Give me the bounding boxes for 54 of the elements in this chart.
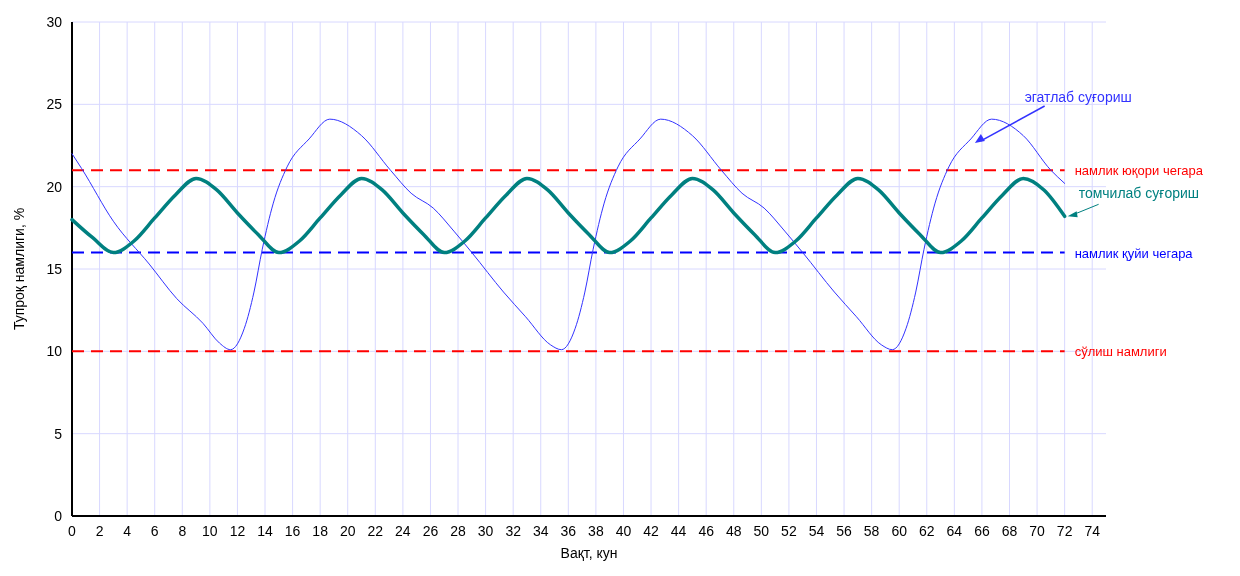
x-tick-label: 48 xyxy=(725,523,742,539)
ref-line-label: намлик қуйи чегара xyxy=(1074,245,1194,261)
y-axis-title: Тупроқ намлиги, % xyxy=(11,207,27,331)
x-tick-label: 46 xyxy=(698,523,715,539)
x-tick-label: 32 xyxy=(505,523,522,539)
y-tick-label: 20 xyxy=(46,178,63,195)
x-tick-label: 22 xyxy=(367,523,384,539)
ref-line-label: сўлиш намлиги xyxy=(1074,344,1167,360)
x-tick-label: 4 xyxy=(123,523,132,539)
line-series xyxy=(71,118,1066,351)
x-tick-label: 6 xyxy=(150,523,159,539)
line-series xyxy=(70,176,1067,255)
x-tick-label: 12 xyxy=(229,523,246,539)
x-tick-label: 14 xyxy=(257,523,274,539)
x-tick-label: 38 xyxy=(588,523,604,539)
x-tick-label: 68 xyxy=(1001,523,1018,539)
x-tick-label: 74 xyxy=(1084,523,1101,539)
y-tick-label: 15 xyxy=(46,261,63,277)
x-tick-label: 20 xyxy=(339,523,356,539)
x-tick-label: 8 xyxy=(178,523,187,539)
series-label: эгатлаб суғориш xyxy=(1024,89,1132,105)
x-tick-label: 2 xyxy=(95,523,104,539)
x-tick-label: 30 xyxy=(477,523,494,539)
y-tick-label: 30 xyxy=(46,14,63,30)
x-tick-label: 44 xyxy=(670,523,687,539)
y-tick-label: 10 xyxy=(46,343,63,360)
x-tick-label: 36 xyxy=(560,523,577,539)
series-label: томчилаб суғориш xyxy=(1078,185,1200,202)
x-tick-label: 52 xyxy=(781,523,797,539)
y-tick-label: 25 xyxy=(46,96,63,113)
x-tick-label: 60 xyxy=(891,523,908,539)
x-tick-label: 64 xyxy=(946,523,963,539)
x-axis-title: Вақт, кун xyxy=(560,545,618,561)
y-tick-label: 5 xyxy=(54,425,63,442)
x-tick-label: 54 xyxy=(808,523,825,539)
x-tick-label: 0 xyxy=(68,523,77,539)
y-tick-label: 0 xyxy=(54,508,63,524)
x-tick-label: 26 xyxy=(422,523,439,539)
x-tick-label: 50 xyxy=(753,523,770,539)
x-tick-label: 10 xyxy=(202,523,218,539)
x-tick-label: 42 xyxy=(643,523,660,539)
x-tick-label: 66 xyxy=(974,523,990,539)
x-tick-label: 16 xyxy=(284,523,301,539)
x-tick-label: 28 xyxy=(450,523,467,539)
x-tick-label: 58 xyxy=(863,523,880,539)
x-tick-label: 18 xyxy=(312,523,329,539)
ref-line-label: намлик юқори чегара xyxy=(1074,163,1204,179)
x-tick-label: 40 xyxy=(615,523,632,539)
x-tick-label: 56 xyxy=(836,523,853,539)
x-tick-label: 72 xyxy=(1056,523,1073,539)
x-tick-label: 62 xyxy=(918,523,935,539)
x-tick-label: 34 xyxy=(532,523,549,539)
x-tick-label: 70 xyxy=(1029,523,1046,539)
x-tick-label: 24 xyxy=(395,523,411,539)
